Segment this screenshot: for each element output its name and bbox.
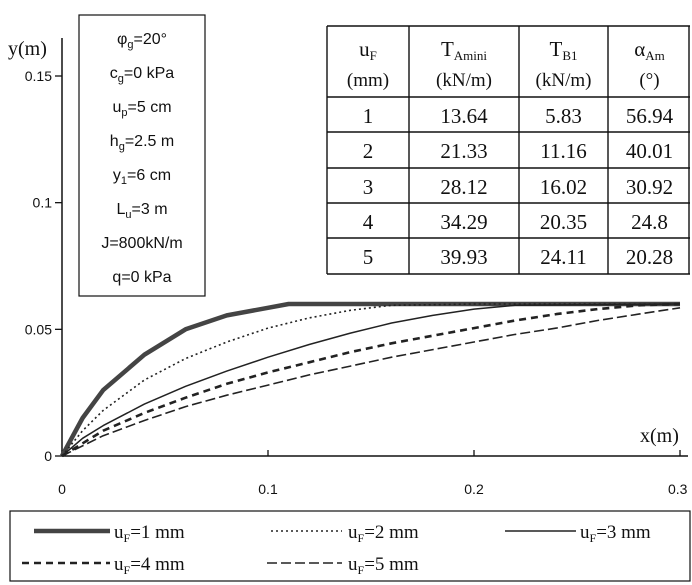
table-header-unit: (kN/m) bbox=[436, 70, 492, 91]
table-cell: 24.11 bbox=[540, 245, 586, 269]
table-cell: 2 bbox=[363, 139, 374, 163]
x-tick-label: 0.3 bbox=[668, 481, 688, 497]
table-header-label: uF bbox=[359, 37, 377, 63]
table-cell: 28.12 bbox=[440, 175, 487, 199]
legend-label-1: uF=1 mm bbox=[114, 522, 185, 545]
parameter-box: φg=20° cg=0 kPa up=5 cm hg=2.5 m y1=6 cm Lu=3… bbox=[78, 14, 206, 297]
parameter-text: φg=20° bbox=[117, 31, 167, 51]
x-tick-label: 0.1 bbox=[258, 481, 278, 497]
table-cell: 34.29 bbox=[440, 210, 487, 234]
parameter-text: cg=0 kPa bbox=[110, 65, 174, 85]
y-tick-label: 0.15 bbox=[25, 68, 52, 84]
series-line-4 bbox=[61, 302, 681, 458]
table-cell: 13.64 bbox=[440, 104, 488, 128]
x-axis-label: x(m) bbox=[640, 425, 679, 447]
legend-label-3: uF=3 mm bbox=[580, 522, 651, 545]
table-header-unit: (mm) bbox=[347, 70, 389, 91]
legend-frame bbox=[9, 510, 691, 582]
table-cell: 5 bbox=[363, 245, 374, 269]
table-header-unit: (kN/m) bbox=[536, 70, 592, 91]
series-line-5 bbox=[61, 307, 681, 457]
results-table: uF (mm) TAmini (kN/m) TB1 (kN/m) αAm (°) 1 13.64 5… bbox=[326, 25, 690, 275]
table-cell: 20.28 bbox=[626, 245, 673, 269]
table-header-label: TAmini bbox=[441, 37, 487, 63]
y-tick-label: 0 bbox=[44, 448, 52, 464]
table-cell: 20.35 bbox=[540, 210, 587, 234]
parameter-box-frame bbox=[78, 14, 206, 297]
series-line-3 bbox=[61, 303, 681, 457]
table-cell: 21.33 bbox=[440, 139, 487, 163]
table-cell: 39.93 bbox=[440, 245, 487, 269]
parameter-text: hg=2.5 m bbox=[110, 133, 174, 153]
legend: uF=1 mm uF=2 mm uF=3 mm uF=4 mm uF=5 mm bbox=[9, 510, 691, 582]
x-tick-label: 0 bbox=[58, 481, 66, 497]
table-cell: 4 bbox=[363, 210, 374, 234]
parameter-text: q=0 kPa bbox=[112, 269, 171, 286]
parameter-text: Lu=3 m bbox=[116, 201, 167, 221]
table-cell: 40.01 bbox=[626, 139, 673, 163]
legend-label-2: uF=2 mm bbox=[348, 522, 419, 545]
legend-label-5: uF=5 mm bbox=[348, 554, 419, 577]
table-background bbox=[327, 26, 690, 274]
table-cell: 24.8 bbox=[631, 210, 668, 234]
series-line-2 bbox=[61, 303, 680, 457]
parameter-text: up=5 cm bbox=[112, 99, 171, 119]
parameter-text: y1=6 cm bbox=[113, 167, 171, 187]
series-layer bbox=[60, 301, 681, 458]
legend-label-4: uF=4 mm bbox=[114, 554, 185, 577]
table-cell: 11.16 bbox=[540, 139, 586, 163]
table-cell: 16.02 bbox=[540, 175, 587, 199]
table-cell: 30.92 bbox=[626, 175, 673, 199]
table-cell: 56.94 bbox=[626, 104, 674, 128]
axes: 0 0.05 0.1 0.15 0 0.1 0.2 0.3 y(m) x(m) bbox=[8, 38, 688, 497]
table-cell: 3 bbox=[363, 175, 374, 199]
parameter-text: J=800kN/m bbox=[101, 235, 182, 252]
table-header-label: αAm bbox=[634, 37, 665, 63]
table-cell: 1 bbox=[363, 104, 374, 128]
y-tick-label: 0.05 bbox=[25, 321, 52, 337]
series-line-1 bbox=[60, 301, 680, 458]
y-axis-label: y(m) bbox=[8, 38, 47, 60]
y-tick-label: 0.1 bbox=[33, 195, 53, 211]
table-header-unit: (°) bbox=[639, 70, 659, 91]
table-header-label: TB1 bbox=[550, 37, 578, 63]
x-tick-label: 0.2 bbox=[464, 481, 484, 497]
table-cell: 5.83 bbox=[545, 104, 582, 128]
